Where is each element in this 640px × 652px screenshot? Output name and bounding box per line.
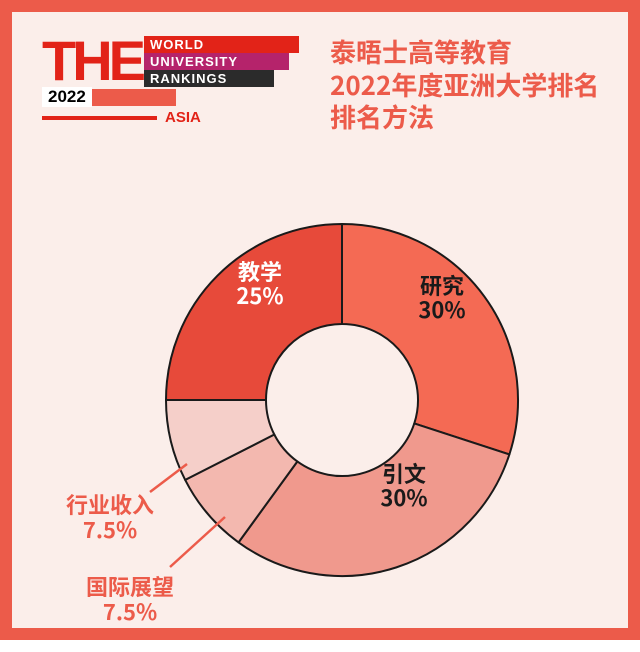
slice-research	[342, 224, 518, 454]
slice-label-citation: 引文30%	[380, 457, 427, 513]
infographic-frame: THE WORLDUNIVERSITYRANKINGS 2022 ASIA 泰晤…	[0, 0, 640, 640]
donut-chart: 研究30% 引文30% 教学25%	[12, 12, 640, 652]
slice-teaching	[166, 224, 342, 400]
ext-label-intl: 国际展望7.5%	[70, 574, 190, 625]
leader-intl	[170, 517, 225, 567]
slice-label-research: 研究30%	[418, 269, 465, 325]
leader-industry	[150, 464, 187, 492]
ext-label-industry: 行业收入7.5%	[50, 492, 170, 543]
slice-label-teaching: 教学25%	[236, 255, 283, 311]
